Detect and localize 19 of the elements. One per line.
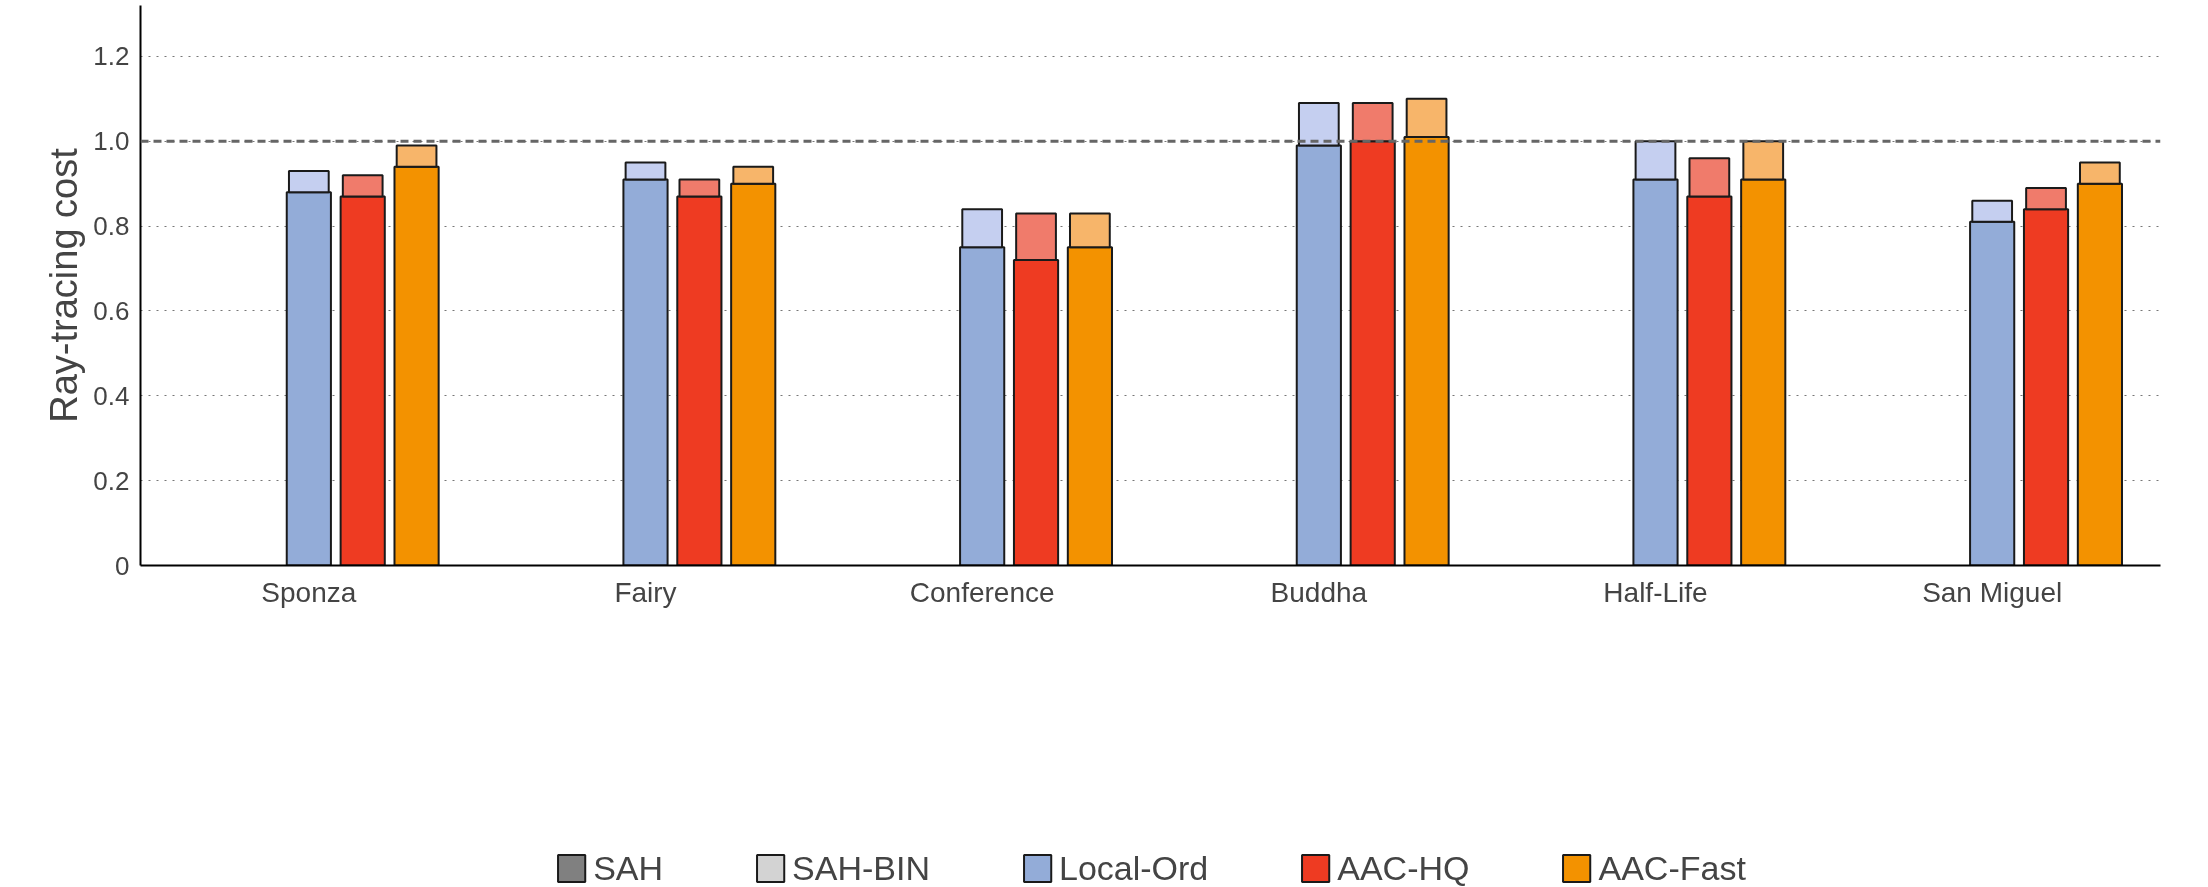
x-tick-label: Buddha xyxy=(1270,576,1368,608)
legend-label: SAH xyxy=(593,848,664,887)
legend-label: SAH-BIN xyxy=(792,848,930,887)
y-tick-label: 0.4 xyxy=(93,380,130,411)
x-tick-label: San Miguel xyxy=(1922,576,2063,608)
x-tick-label: Sponza xyxy=(261,576,357,608)
x-tick-label: Fairy xyxy=(614,576,677,608)
x-tick-label: Half-Life xyxy=(1603,576,1708,608)
y-tick-label: 0.6 xyxy=(93,295,130,326)
y-tick-label: 0.2 xyxy=(93,465,130,496)
y-tick-label: 0.8 xyxy=(93,211,130,242)
y-tick-label: 1.2 xyxy=(93,41,130,72)
x-tick-label: Conference xyxy=(909,576,1055,608)
legend-label: Local-Ord xyxy=(1058,848,1209,887)
y-axis-title: Ray-tracing cost xyxy=(43,147,86,423)
y-tick-label: 1.0 xyxy=(93,126,130,157)
y-tick-label: 0 xyxy=(115,550,130,581)
legend-label: AAC-HQ xyxy=(1337,848,1470,887)
legend-label: AAC-Fast xyxy=(1598,848,1746,887)
